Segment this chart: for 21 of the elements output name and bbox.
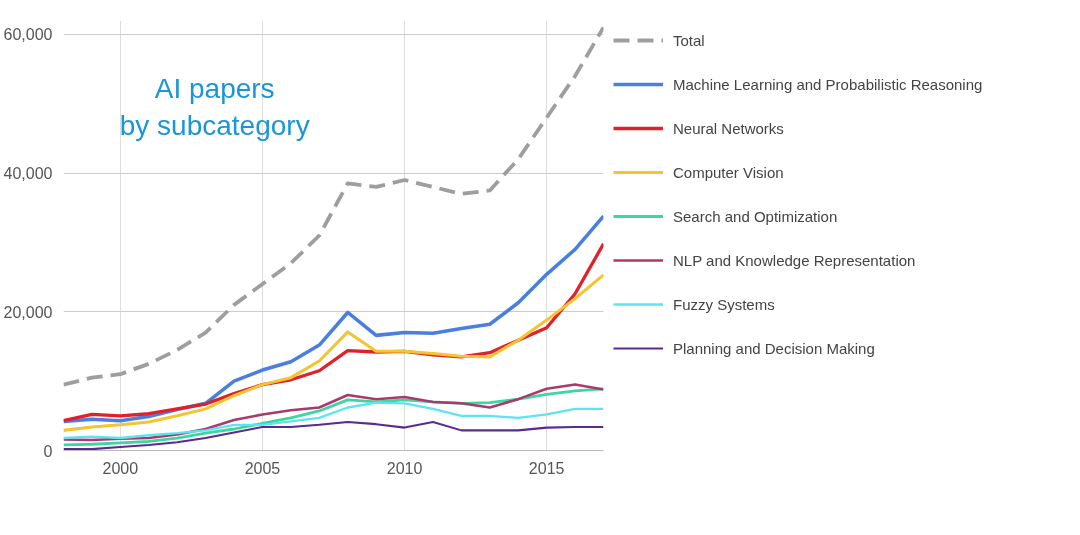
y-tick-label: 40,000	[3, 165, 53, 183]
legend-label: Fuzzy Systems	[673, 295, 775, 313]
legend-label: Search and Optimization	[673, 207, 838, 225]
x-tick-label: 2005	[244, 459, 281, 477]
legend-label: Machine Learning and Probabilistic Reasoning	[673, 75, 983, 93]
line-series	[63, 273, 604, 432]
x-tick-label: 2010	[386, 459, 423, 477]
y-tick-label: 0	[43, 442, 53, 460]
legend-label: Total	[673, 31, 705, 49]
legend-label: NLP and Knowledge Representation	[673, 251, 916, 269]
y-tick-label: 60,000	[3, 26, 53, 44]
legend-label: Planning and Decision Making	[673, 339, 875, 357]
text: AI papers by subcategory	[119, 72, 310, 141]
line-series	[63, 401, 604, 440]
y-tick-label: 20,000	[3, 303, 53, 321]
legend-label: Computer Vision	[673, 163, 784, 181]
x-tick-label: 2000	[102, 459, 139, 477]
line-series	[63, 25, 604, 387]
legend-label: Neural Networks	[673, 119, 784, 137]
line-series	[63, 421, 604, 451]
x-tick-label: 2015	[528, 459, 565, 477]
